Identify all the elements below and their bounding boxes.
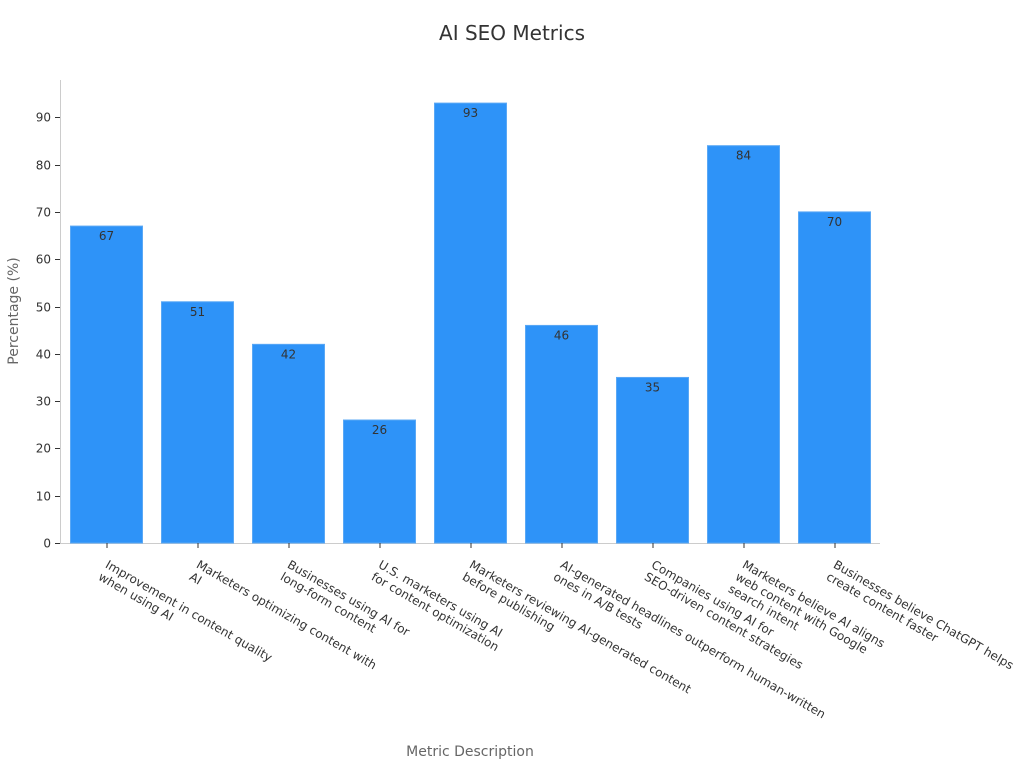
bar-value-label: 93	[463, 106, 478, 120]
y-tick-label: 60	[36, 253, 51, 267]
y-tick-label: 20	[36, 442, 51, 456]
bar-value-label: 46	[554, 328, 569, 342]
y-tick-label: 40	[36, 348, 51, 362]
y-tick-label: 0	[43, 537, 51, 551]
bar	[616, 376, 689, 544]
y-tick-label: 50	[36, 301, 51, 315]
bar	[343, 419, 416, 544]
y-tick-label: 10	[36, 490, 51, 504]
chart-title: AI SEO Metrics	[439, 21, 585, 45]
bar-value-label: 35	[645, 380, 660, 394]
bar-value-labels: 67 51 42 26 93 46 35 84 70	[99, 106, 842, 437]
bar	[707, 145, 780, 544]
x-tick-label-line: Improvement in content quality	[103, 557, 275, 664]
bar	[252, 343, 325, 544]
bar	[798, 211, 871, 544]
bar	[70, 225, 143, 544]
bar	[434, 102, 507, 544]
bar-value-label: 42	[281, 347, 296, 361]
y-axis-label: Percentage (%)	[6, 257, 22, 364]
x-tick-label: Improvement in content qualitywhen using…	[96, 557, 275, 676]
category-labels: Improvement in content qualitywhen using…	[96, 543, 1016, 721]
bar-value-label: 51	[190, 305, 205, 319]
y-axis-ticks: 0 10 20 30 40 50 60 70 80 90	[36, 111, 60, 551]
y-tick-label: 80	[36, 159, 51, 173]
y-tick-label: 90	[36, 111, 51, 125]
bar	[525, 324, 598, 544]
y-tick-label: 30	[36, 395, 51, 409]
y-tick-label: 70	[36, 206, 51, 220]
x-axis-label: Metric Description	[406, 744, 534, 760]
bar-value-label: 84	[736, 149, 751, 163]
bars	[70, 102, 871, 544]
bar	[161, 301, 234, 544]
bar-value-label: 67	[99, 229, 114, 243]
x-tick-label-line: Businesses believe ChatGPT helps	[831, 557, 1016, 672]
bar-value-label: 26	[372, 423, 387, 437]
bar-value-label: 70	[827, 215, 842, 229]
